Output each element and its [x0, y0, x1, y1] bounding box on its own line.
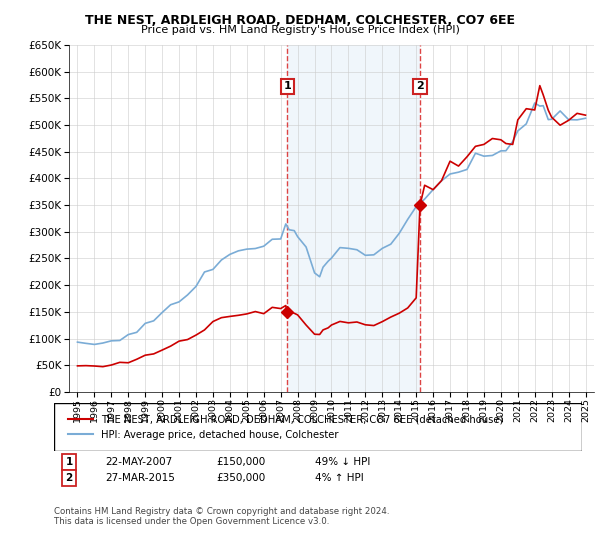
Text: THE NEST, ARDLEIGH ROAD, DEDHAM, COLCHESTER, CO7 6EE: THE NEST, ARDLEIGH ROAD, DEDHAM, COLCHES… — [85, 14, 515, 27]
Text: 22-MAY-2007: 22-MAY-2007 — [105, 457, 172, 467]
Text: £350,000: £350,000 — [216, 473, 265, 483]
Text: Price paid vs. HM Land Registry's House Price Index (HPI): Price paid vs. HM Land Registry's House … — [140, 25, 460, 35]
Legend: THE NEST, ARDLEIGH ROAD, DEDHAM, COLCHESTER, CO7 6EE (detached house), HPI: Aver: THE NEST, ARDLEIGH ROAD, DEDHAM, COLCHES… — [64, 410, 508, 444]
Text: 2: 2 — [65, 473, 73, 483]
Text: 2: 2 — [416, 81, 424, 91]
Text: 1: 1 — [283, 81, 291, 91]
Bar — [287, 45, 420, 392]
Text: 1: 1 — [65, 457, 73, 467]
Text: 49% ↓ HPI: 49% ↓ HPI — [315, 457, 370, 467]
Text: 4% ↑ HPI: 4% ↑ HPI — [315, 473, 364, 483]
Text: £150,000: £150,000 — [216, 457, 265, 467]
Text: 27-MAR-2015: 27-MAR-2015 — [105, 473, 175, 483]
Text: Contains HM Land Registry data © Crown copyright and database right 2024.
This d: Contains HM Land Registry data © Crown c… — [54, 507, 389, 526]
